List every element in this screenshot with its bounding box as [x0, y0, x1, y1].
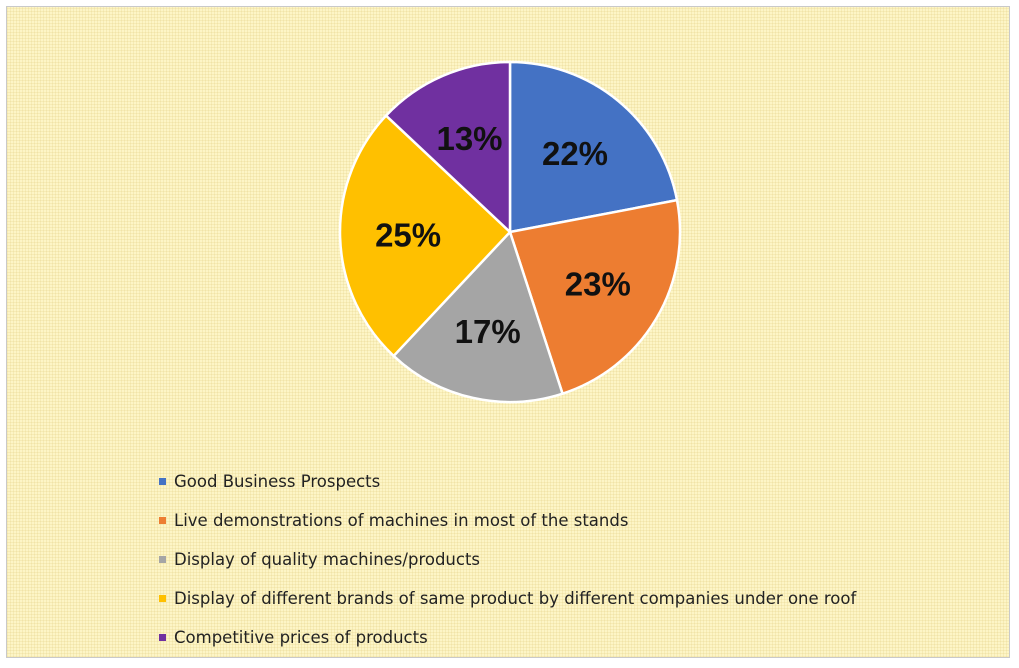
- legend-label: Display of different brands of same prod…: [174, 589, 857, 608]
- legend-label: Competitive prices of products: [174, 628, 428, 647]
- pie-chart: 22% 23% 17% 25% 13%: [338, 60, 682, 404]
- pie-slice-competitive-prices-of-products: [384, 60, 512, 234]
- legend-swatch: [159, 634, 166, 641]
- chart-area: 22% 23% 17% 25% 13% Good Business Prospects …: [6, 6, 1010, 658]
- legend-item-different-brands: Display of different brands of same prod…: [159, 579, 856, 618]
- legend: Good Business Prospects Live demonstrati…: [159, 462, 856, 657]
- pie-slice-live-demonstrations-of-machines-in-most-of-the-stands: [508, 198, 682, 395]
- data-label-competitive-prices-of-products: 13%: [436, 120, 502, 157]
- legend-label: Display of quality machines/products: [174, 550, 481, 569]
- legend-item-live-demonstrations: Live demonstrations of machines in most …: [159, 501, 856, 540]
- legend-swatch: [159, 556, 166, 563]
- data-label-display-of-different-brands-of-same-product-by-different-companies-under-one-roof: 25%: [375, 217, 441, 254]
- legend-item-good-business-prospects: Good Business Prospects: [159, 462, 856, 501]
- legend-label: Live demonstrations of machines in most …: [174, 511, 629, 530]
- legend-swatch: [159, 517, 166, 524]
- legend-item-quality-machines: Display of quality machines/products: [159, 540, 856, 579]
- data-label-good-business-prospects: 22%: [542, 135, 608, 172]
- data-label-live-demonstrations-of-machines-in-most-of-the-stands: 23%: [565, 265, 631, 302]
- pie-slice-display-of-quality-machines-products: [392, 230, 564, 404]
- legend-swatch: [159, 478, 166, 485]
- legend-item-competitive-prices: Competitive prices of products: [159, 618, 856, 657]
- legend-label: Good Business Prospects: [174, 472, 381, 491]
- legend-swatch: [159, 595, 166, 602]
- pie-slice-good-business-prospects: [508, 60, 679, 234]
- pie-slice-display-of-different-brands-of-same-product-by-different-companies-under-one-roof: [338, 114, 512, 358]
- data-label-display-of-quality-machines-products: 17%: [455, 313, 521, 350]
